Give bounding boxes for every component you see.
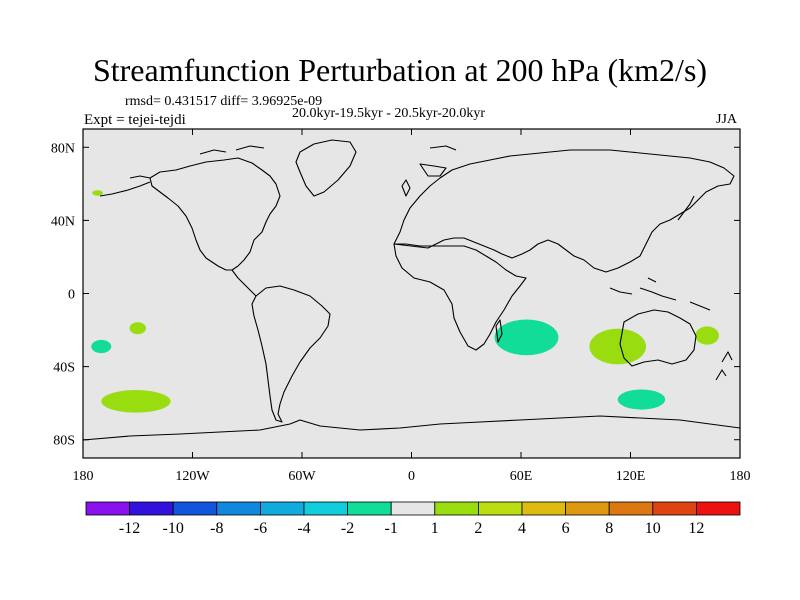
season-label: JJA [716,112,738,127]
anomaly-region-7 [695,326,720,345]
colorbar-swatch [216,501,261,516]
lon-tick-label: 180 [730,469,751,484]
coastline-uk [401,179,411,197]
axis-layer: 180 120W 60W 0 60E 120E 180 80N 40N 0 40S 80S [51,129,751,484]
coastline-madagascar [495,319,503,343]
stats-label: rmsd= 0.431517 diff= 3.96925e-09 [125,94,323,109]
coastline-australia [619,309,697,367]
anomaly-region-8 [617,389,666,410]
colorbar-swatch [347,501,392,516]
coastline-central-america [231,269,257,297]
colorbar-label: 6 [562,520,570,537]
coastlines [83,139,740,441]
colorbar-swatch [172,501,218,516]
lon-tick-label: 60E [510,469,533,484]
anomaly-region-4 [101,390,171,413]
anomaly-region-1 [92,190,104,196]
lat-tick-label: 0 [68,288,75,303]
colorbar-label: -2 [341,520,354,537]
colorbar-swatch [521,501,566,516]
lon-tick-label: 60W [288,469,316,484]
colorbar: -12 -10 -8 -6 -4 -2 -1 1 2 4 6 8 10 12 [85,501,741,537]
coastline-indonesia [609,277,711,311]
colorbar-swatch [259,501,305,516]
colorbar-label: 12 [688,520,704,537]
anomaly-region-6 [589,328,647,365]
lat-tick-label: 40S [53,361,75,376]
colorbar-label: 4 [518,520,526,537]
colorbar-swatch [390,501,436,516]
anomaly-region-5 [494,319,559,356]
lon-tick-label: 120E [616,469,646,484]
coastline-africa [393,243,527,351]
colorbar-label: -1 [385,520,398,537]
colorbar-swatch [129,501,174,516]
colorbar-swatch [434,501,479,516]
lat-tick-label: 80S [53,434,75,449]
colorbar-swatch [85,501,130,516]
lon-tick-label: 120W [175,469,210,484]
anomaly-region-2 [129,322,146,335]
coastline-arctic-islands [199,145,457,177]
colorbar-swatch [696,501,741,516]
colorbar-label: 10 [645,520,661,537]
colorbar-label: -10 [163,520,184,537]
coastline-eurasia [393,149,735,273]
coastline-new-zealand [715,351,733,381]
anomaly-layer [91,190,720,413]
lon-tick-label: 0 [408,469,415,484]
coastline-antarctica [83,415,740,441]
colorbar-label: -6 [254,520,267,537]
experiment-label: Expt = tejei-tejdi [84,112,186,128]
lon-tick-label: 180 [73,469,94,484]
colorbar-swatch [477,501,523,516]
coastline-south-america [251,285,331,423]
coastline-japan [677,195,695,221]
lat-tick-label: 40N [51,214,75,229]
colorbar-swatch [565,501,610,516]
colorbar-label: 2 [474,520,482,537]
period-label: 20.0kyr-19.5kyr - 20.5kyr-20.0kyr [292,106,486,121]
coastline-greenland [295,139,357,197]
colorbar-label: 8 [605,520,613,537]
colorbar-swatch [608,501,654,516]
coastline-north-america [149,157,281,271]
colorbar-label: -12 [119,520,140,537]
colorbar-label: 1 [431,520,439,537]
colorbar-label: -8 [210,520,223,537]
colorbar-swatch [652,501,697,516]
anomaly-region-3 [91,339,112,354]
plot-title: Streamfunction Perturbation at 200 hPa (… [92,52,708,88]
coastline-alaska [99,175,151,197]
colorbar-swatch [303,501,348,516]
lat-tick-label: 80N [51,141,75,156]
colorbar-label: -4 [297,520,310,537]
